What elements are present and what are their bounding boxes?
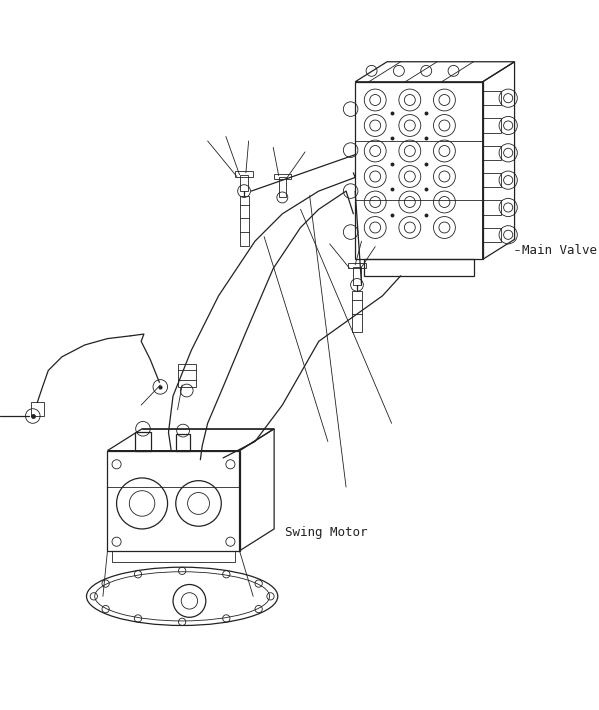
Bar: [483, 91, 501, 106]
Bar: [352, 291, 362, 332]
Bar: [31, 403, 44, 416]
Bar: [364, 259, 474, 275]
Bar: [279, 178, 286, 197]
Bar: [353, 267, 361, 285]
Bar: [235, 171, 253, 177]
Bar: [483, 146, 501, 160]
Text: Swing Motor: Swing Motor: [285, 526, 368, 539]
Bar: [240, 196, 249, 246]
Bar: [483, 118, 501, 133]
Bar: [274, 174, 291, 179]
Bar: [135, 432, 151, 451]
Text: Main Valve: Main Valve: [522, 244, 597, 257]
Bar: [107, 451, 240, 551]
Bar: [483, 173, 501, 187]
Bar: [483, 227, 501, 242]
Bar: [176, 435, 190, 451]
Bar: [112, 551, 235, 562]
Bar: [177, 364, 196, 387]
Bar: [483, 200, 501, 214]
Bar: [355, 82, 483, 259]
Bar: [240, 175, 248, 191]
Bar: [348, 263, 366, 268]
